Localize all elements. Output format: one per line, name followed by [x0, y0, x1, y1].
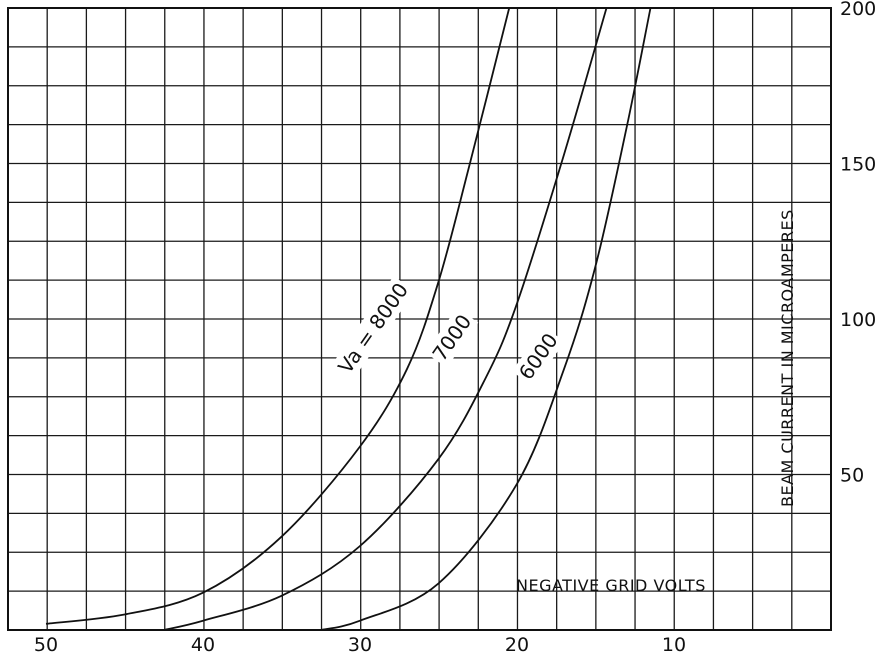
x-tick-labels: 50 40 30 20 10 — [34, 634, 686, 655]
x-tick-label: 30 — [348, 634, 372, 655]
curve-labels: Va = 8000 7000 6000 — [331, 276, 564, 386]
y-tick-labels: 200 150 100 50 — [840, 0, 876, 487]
y-tick-label: 100 — [840, 309, 876, 331]
y-tick-label: 50 — [840, 465, 864, 487]
x-tick-label: 20 — [505, 634, 529, 655]
y-axis-label: BEAM CURRENT IN MICROAMPERES — [778, 209, 797, 507]
series-label: Va = 8000 — [333, 278, 413, 378]
x-tick-label: 50 — [34, 634, 58, 655]
series-label-group: Va = 8000 — [331, 276, 415, 380]
grid — [8, 8, 831, 630]
series-label-group: 7000 — [425, 308, 478, 368]
y-tick-label: 150 — [840, 154, 876, 176]
x-tick-label: 40 — [191, 634, 215, 655]
x-axis-label: NEGATIVE GRID VOLTS — [516, 576, 706, 595]
x-tick-label: 10 — [662, 634, 686, 655]
y-tick-label: 200 — [840, 0, 876, 20]
